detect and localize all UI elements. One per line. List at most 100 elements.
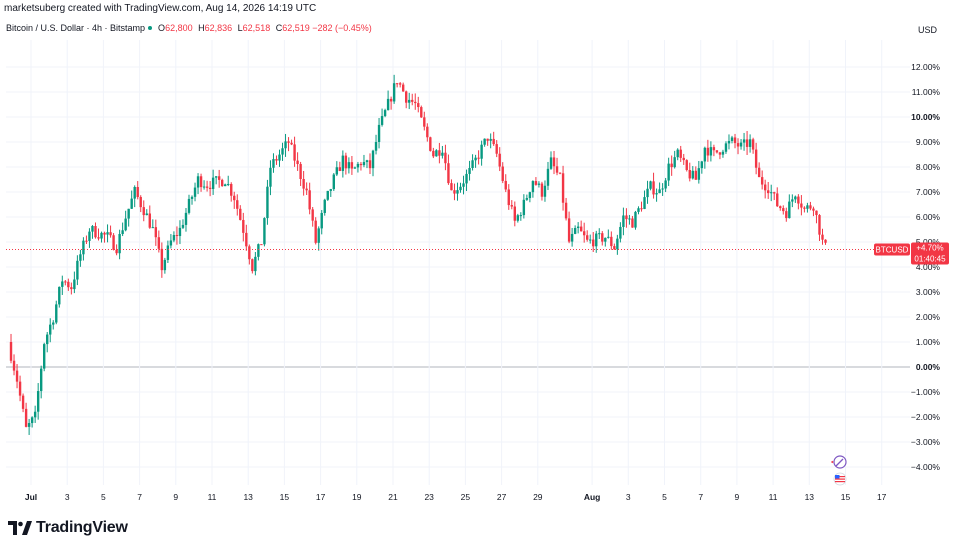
candle-body bbox=[299, 164, 302, 179]
x-tick-label: 7 bbox=[698, 492, 703, 502]
candle-body bbox=[697, 168, 701, 180]
candle-body bbox=[661, 188, 664, 190]
candle-body bbox=[531, 181, 535, 193]
candle-body bbox=[254, 256, 257, 272]
currency-label[interactable]: USD bbox=[918, 25, 938, 35]
candle-body bbox=[703, 147, 707, 162]
candle-body bbox=[673, 157, 676, 168]
candle-body bbox=[700, 161, 704, 169]
candle-body bbox=[782, 208, 785, 212]
candle-body bbox=[257, 244, 260, 257]
candle-body bbox=[305, 188, 308, 191]
candle-body bbox=[794, 196, 797, 200]
candle-body bbox=[36, 391, 40, 412]
candle-body bbox=[112, 235, 115, 250]
candle-body bbox=[441, 152, 444, 156]
tradingview-logo[interactable]: TradingView bbox=[8, 519, 128, 537]
candle-body bbox=[287, 141, 290, 143]
candle-body bbox=[187, 198, 191, 213]
candle-body bbox=[528, 192, 532, 199]
x-tick-label: 17 bbox=[877, 492, 887, 502]
candle-body bbox=[721, 151, 725, 155]
y-tick-label: 3.00% bbox=[916, 287, 941, 297]
candle-body bbox=[652, 181, 655, 195]
candle-body bbox=[776, 193, 779, 207]
candle-body bbox=[468, 168, 471, 174]
candle-body bbox=[142, 207, 145, 216]
candle-body bbox=[293, 144, 296, 161]
candle-body bbox=[646, 188, 649, 198]
candle-body bbox=[196, 176, 200, 188]
candle-body bbox=[377, 124, 381, 142]
candle-body bbox=[513, 206, 516, 221]
candle-body bbox=[733, 137, 737, 144]
ohlc-high-key: H bbox=[198, 23, 205, 33]
candle-body bbox=[564, 202, 568, 219]
candle-body bbox=[519, 215, 523, 217]
symbol-legend: Bitcoin / U.S. Dollar · 4h · Bitstamp O62… bbox=[6, 23, 372, 33]
candle-body bbox=[103, 232, 106, 235]
candle-body bbox=[85, 240, 88, 242]
candle-body bbox=[779, 206, 782, 209]
candle-body bbox=[214, 176, 218, 178]
candle-body bbox=[320, 212, 323, 229]
price-tag-ticker: BTCUSD bbox=[876, 246, 909, 255]
candle-body bbox=[426, 126, 429, 138]
candle-body bbox=[667, 163, 670, 181]
candle-body bbox=[486, 138, 489, 141]
candle-body bbox=[236, 200, 239, 209]
candle-body bbox=[670, 163, 673, 168]
candle-body bbox=[317, 228, 320, 243]
candle-body bbox=[389, 98, 393, 102]
candle-body bbox=[233, 195, 236, 201]
candle-body bbox=[604, 237, 607, 242]
candle-body bbox=[326, 190, 329, 200]
candle-body bbox=[504, 180, 507, 190]
ohlc-low-key: L bbox=[237, 23, 243, 33]
candle-body bbox=[220, 179, 224, 187]
candle-body bbox=[151, 227, 154, 229]
price-tag-countdown: 01:40:45 bbox=[914, 255, 946, 264]
candle-body bbox=[573, 228, 577, 234]
candle-body bbox=[543, 185, 547, 197]
candle-body bbox=[79, 254, 82, 261]
x-tick-label: 21 bbox=[388, 492, 398, 502]
candle-body bbox=[727, 140, 731, 144]
candle-body bbox=[408, 99, 411, 103]
candle-body bbox=[815, 210, 818, 216]
candle-body bbox=[275, 159, 278, 161]
ohlc-open-value: 62,800 bbox=[165, 23, 193, 33]
candle-body bbox=[175, 235, 179, 237]
y-tick-label: 12.00% bbox=[911, 62, 940, 72]
candle-body bbox=[712, 147, 716, 151]
candle-body bbox=[767, 190, 770, 194]
candle-body bbox=[534, 181, 538, 185]
candle-body bbox=[9, 342, 13, 361]
candle-body bbox=[55, 304, 58, 323]
candle-body bbox=[788, 201, 791, 219]
us-flag-icon[interactable] bbox=[833, 472, 847, 486]
candle-body bbox=[12, 360, 16, 371]
y-tick-label: 1.00% bbox=[916, 337, 941, 347]
candle-body bbox=[211, 177, 215, 189]
candle-body bbox=[97, 237, 100, 239]
candle-body bbox=[202, 186, 206, 188]
candle-body bbox=[217, 176, 221, 180]
candle-body bbox=[619, 226, 622, 239]
candle-body bbox=[477, 157, 480, 159]
candle-body bbox=[649, 181, 652, 189]
candle-body bbox=[266, 186, 269, 219]
candle-body bbox=[338, 167, 342, 171]
candle-body bbox=[453, 190, 456, 194]
candle-body bbox=[73, 279, 76, 290]
x-tick-label: 15 bbox=[841, 492, 851, 502]
magic-wand-icon[interactable] bbox=[831, 455, 847, 469]
candle-body bbox=[742, 139, 746, 143]
y-tick-label: 2.00% bbox=[916, 312, 941, 322]
candle-body bbox=[365, 160, 369, 163]
candle-body bbox=[302, 178, 305, 189]
candle-body bbox=[498, 153, 501, 167]
candle-body bbox=[190, 196, 194, 199]
tradingview-brand: TradingView bbox=[36, 519, 128, 536]
